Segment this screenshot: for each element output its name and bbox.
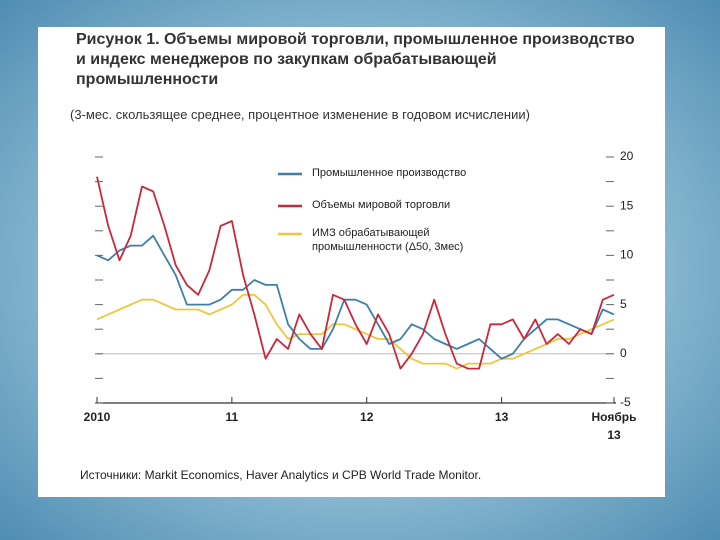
x-tick-label: 13: [495, 410, 509, 424]
y-tick-label: 0: [620, 346, 627, 360]
legend-label: Объемы мировой торговли: [312, 199, 451, 211]
y-tick-label: 20: [620, 149, 634, 163]
x-tick-label: 11: [226, 410, 239, 424]
chart-title: Рисунок 1. Объемы мировой торговли, пром…: [76, 31, 635, 88]
x-tick-label: 12: [360, 410, 374, 424]
y-tick-label: 15: [620, 198, 634, 212]
y-tick-label: 10: [620, 248, 634, 262]
source-note: Источники: Markit Economics, Haver Analy…: [80, 468, 482, 482]
x-tick-label: Ноябрь 13: [592, 410, 637, 442]
panel: [38, 27, 665, 497]
y-tick-label: 5: [620, 297, 627, 311]
y-tick-label: -5: [620, 395, 631, 409]
chart-subtitle: (3-мес. скользящее среднее, процентное и…: [70, 107, 530, 122]
legend-label: ИМЗ обрабатывающей промышленности (Δ50, …: [312, 227, 464, 253]
series-line: [96, 176, 615, 370]
series-line: [96, 234, 615, 360]
series-line: [96, 293, 615, 370]
legend-label: Промышленное производство: [312, 167, 467, 179]
x-tick-label: 2010: [84, 410, 111, 424]
